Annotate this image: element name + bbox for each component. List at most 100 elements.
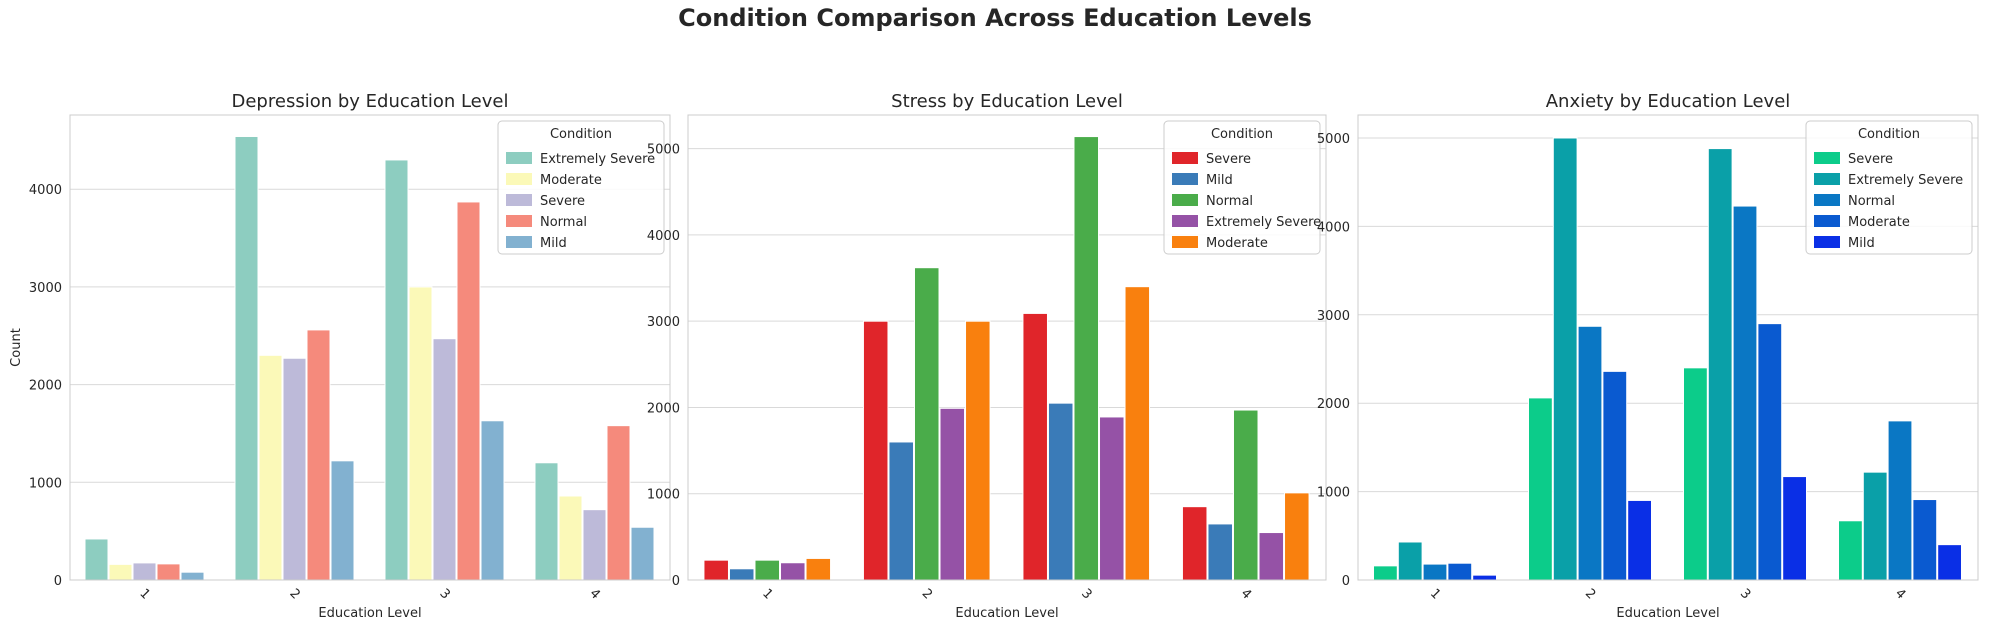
x-axis-label: Education Level (1616, 606, 1719, 621)
legend-box (1163, 120, 1321, 255)
bar (1683, 367, 1708, 581)
bar (780, 562, 806, 581)
x-tick-label: 4 (1238, 586, 1254, 602)
bar (1887, 420, 1913, 581)
legend: Condition Severe Extremely Severe Normal Mod… (1805, 120, 1973, 255)
x-tick-label: 3 (1737, 586, 1753, 602)
bar (330, 460, 355, 581)
legend-label: Normal (540, 215, 587, 230)
bar (558, 495, 583, 581)
legend-swatch (506, 173, 532, 185)
bar (862, 320, 889, 581)
legend-title: Condition (1858, 127, 1920, 142)
legend-label: Mild (1206, 173, 1233, 188)
legend-label: Severe (540, 194, 585, 209)
x-tick-label: 2 (919, 586, 935, 602)
y-tick-label: 1000 (29, 476, 62, 491)
bar (1181, 506, 1208, 581)
y-tick-label: 0 (1342, 574, 1350, 589)
bar (408, 286, 433, 581)
bar (180, 571, 205, 581)
chart-panel-3: 0 1000 2000 3000 4000 5000 1 2 3 4 Anxiety by Educ… (1317, 91, 1979, 621)
y-tick-label: 5000 (1317, 132, 1350, 147)
bar (1073, 136, 1100, 581)
x-tick-label: 1 (759, 586, 775, 602)
chart-title: Depression by Education Level (232, 91, 509, 112)
chart-title: Stress by Education Level (891, 91, 1123, 112)
bar (1782, 476, 1807, 581)
x-tick-label: 3 (436, 586, 452, 602)
axes-frame (69, 114, 671, 581)
legend-swatch (1172, 215, 1198, 227)
bar (1422, 563, 1448, 581)
legend: Condition Extremely Severe Moderate Severe N… (497, 120, 665, 255)
x-axis-label: Education Level (318, 606, 421, 621)
legend-swatch (506, 194, 532, 206)
bar (1602, 370, 1628, 581)
x-tick-label: 3 (1078, 586, 1094, 602)
bar (1284, 492, 1310, 581)
bar (1937, 544, 1962, 581)
bar (1912, 499, 1938, 581)
x-tick-label: 1 (136, 586, 152, 602)
y-tick-label: 4000 (647, 229, 680, 244)
chart-title: Anxiety by Education Level (1546, 91, 1791, 112)
legend-label: Extremely Severe (1848, 173, 1963, 188)
bar (132, 562, 157, 581)
bar (1732, 205, 1758, 581)
y-tick-label: 2000 (29, 379, 62, 394)
chart-panel-1: 0 1000 2000 3000 4000 1 2 3 4 Depression by Educa… (9, 91, 671, 621)
y-tick-label: 4000 (29, 183, 62, 198)
bar (1838, 520, 1863, 581)
x-axis-label: Education Level (955, 606, 1058, 621)
legend-swatch (1172, 236, 1198, 248)
bar (1124, 286, 1151, 581)
chart-panel-2: 0 1000 2000 3000 4000 5000 1 2 3 4 Stress by Educa… (647, 91, 1327, 621)
bar (1447, 562, 1473, 581)
legend-swatch (506, 236, 532, 248)
axes-frame (687, 114, 1327, 581)
y-tick-label: 1000 (647, 488, 680, 503)
y-tick-label: 3000 (1317, 309, 1350, 324)
x-tick-label: 1 (1427, 586, 1443, 602)
bar (432, 338, 457, 581)
figure-title: Condition Comparison Across Education Le… (678, 4, 1312, 32)
legend-label: Moderate (1206, 236, 1268, 251)
bar (703, 559, 729, 581)
y-tick-label: 3000 (29, 281, 62, 296)
bar (1397, 541, 1423, 581)
bar (282, 357, 307, 581)
legend-box (1805, 120, 1973, 255)
legend-box (497, 120, 665, 255)
bar (1373, 565, 1398, 581)
legend-swatch (1814, 215, 1840, 227)
bar (306, 329, 331, 581)
legend-swatch (506, 152, 532, 164)
bar (1232, 409, 1259, 581)
y-tick-label: 5000 (647, 143, 680, 158)
legend: Condition Severe Mild Normal Extremely Sever… (1163, 120, 1321, 255)
bar (1627, 499, 1652, 581)
bar (888, 441, 914, 581)
legend-label: Moderate (540, 173, 602, 188)
bar (1258, 532, 1285, 581)
bar (1207, 523, 1233, 581)
bar (1528, 397, 1553, 581)
legend-swatch (1814, 194, 1840, 206)
legend-label: Normal (1206, 194, 1253, 209)
legend-swatch (506, 215, 532, 227)
legend-label: Mild (1848, 236, 1875, 251)
legend-label: Severe (1848, 152, 1893, 167)
bar (728, 568, 755, 581)
bar (805, 557, 832, 581)
bar (1552, 137, 1578, 581)
y-axis-label: Count (9, 328, 24, 367)
y-tick-label: 2000 (1317, 397, 1350, 412)
y-tick-label: 4000 (1317, 220, 1350, 235)
legend-label: Mild (540, 236, 567, 251)
bar (258, 354, 283, 581)
legend-label: Moderate (1848, 215, 1910, 230)
bar (234, 135, 259, 581)
bar (1757, 323, 1783, 581)
